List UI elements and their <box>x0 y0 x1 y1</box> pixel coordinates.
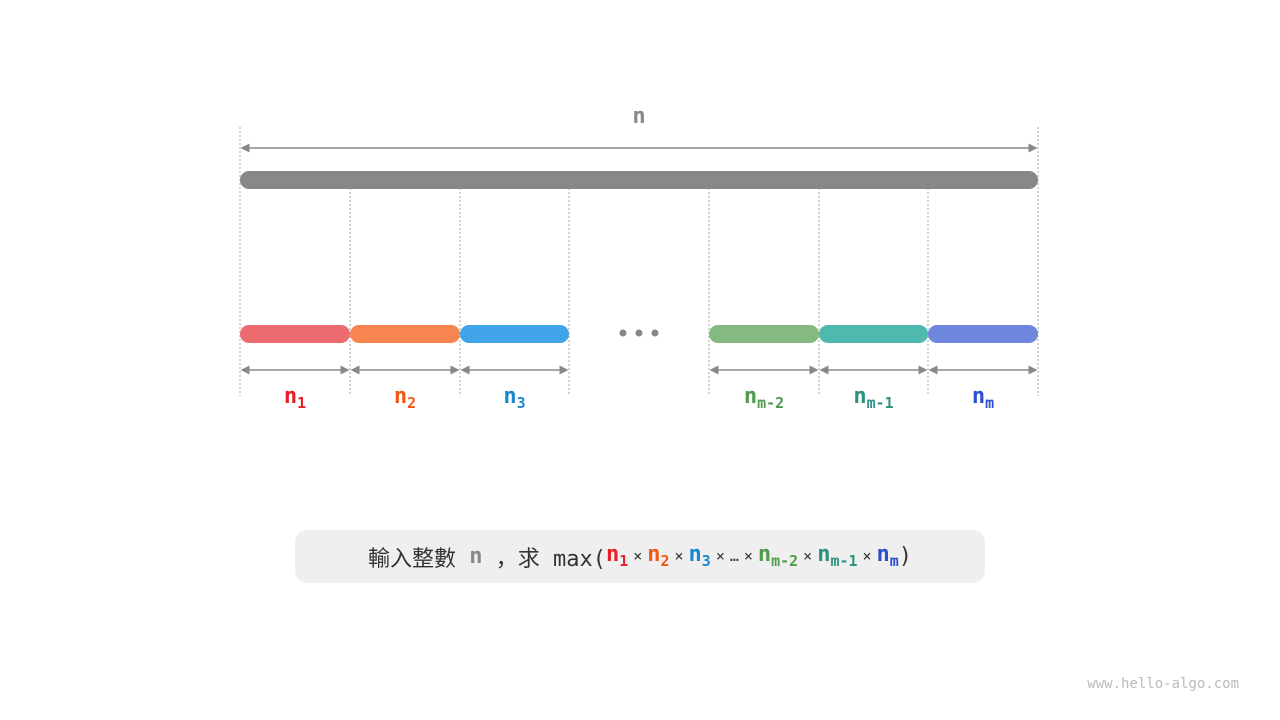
segment-label: nm <box>971 384 995 413</box>
segment-bar <box>460 325 569 343</box>
total-bar <box>240 171 1038 189</box>
formula-term: nm-1 <box>817 542 858 571</box>
segment-bar <box>819 325 928 343</box>
segment-bar <box>709 325 819 343</box>
formula-prefix: 輸入整數 <box>367 546 470 572</box>
formula-term: n3 <box>688 542 711 571</box>
times-sign: × <box>862 547 872 566</box>
times-sign: × <box>674 547 684 566</box>
segment-bar <box>928 325 1038 343</box>
segment-bar <box>240 325 350 343</box>
formula-middle: ，求 max( <box>482 546 606 572</box>
times-sign: × <box>633 547 643 566</box>
total-label: n <box>632 104 646 129</box>
segment-label: n2 <box>393 384 417 413</box>
formula-term: nm <box>876 542 899 571</box>
ellipsis-dots <box>619 329 659 337</box>
formula-ellipsis: … <box>729 547 739 566</box>
formula-box: 輸入整數 n ，求 max(n1 × n2 × n3 ×… × nm-2 × nm-1 × nm) <box>295 530 985 583</box>
formula-term: n1 <box>605 542 629 571</box>
formula-n: n <box>469 544 483 569</box>
formula-close: ) <box>898 544 913 569</box>
segment-label: n1 <box>283 384 307 413</box>
times-sign: × <box>715 547 725 566</box>
times-sign: × <box>803 547 813 566</box>
formula-term: n2 <box>647 542 670 571</box>
segment-label: n3 <box>503 384 526 413</box>
watermark: www.hello-algo.com <box>1087 676 1239 692</box>
formula-term: nm-2 <box>757 542 799 571</box>
segment-label: nm-1 <box>853 384 894 413</box>
segment-bar <box>350 325 460 343</box>
segment-label: nm-2 <box>743 384 785 413</box>
times-sign: × <box>743 547 753 566</box>
guide-lines <box>239 127 1039 396</box>
